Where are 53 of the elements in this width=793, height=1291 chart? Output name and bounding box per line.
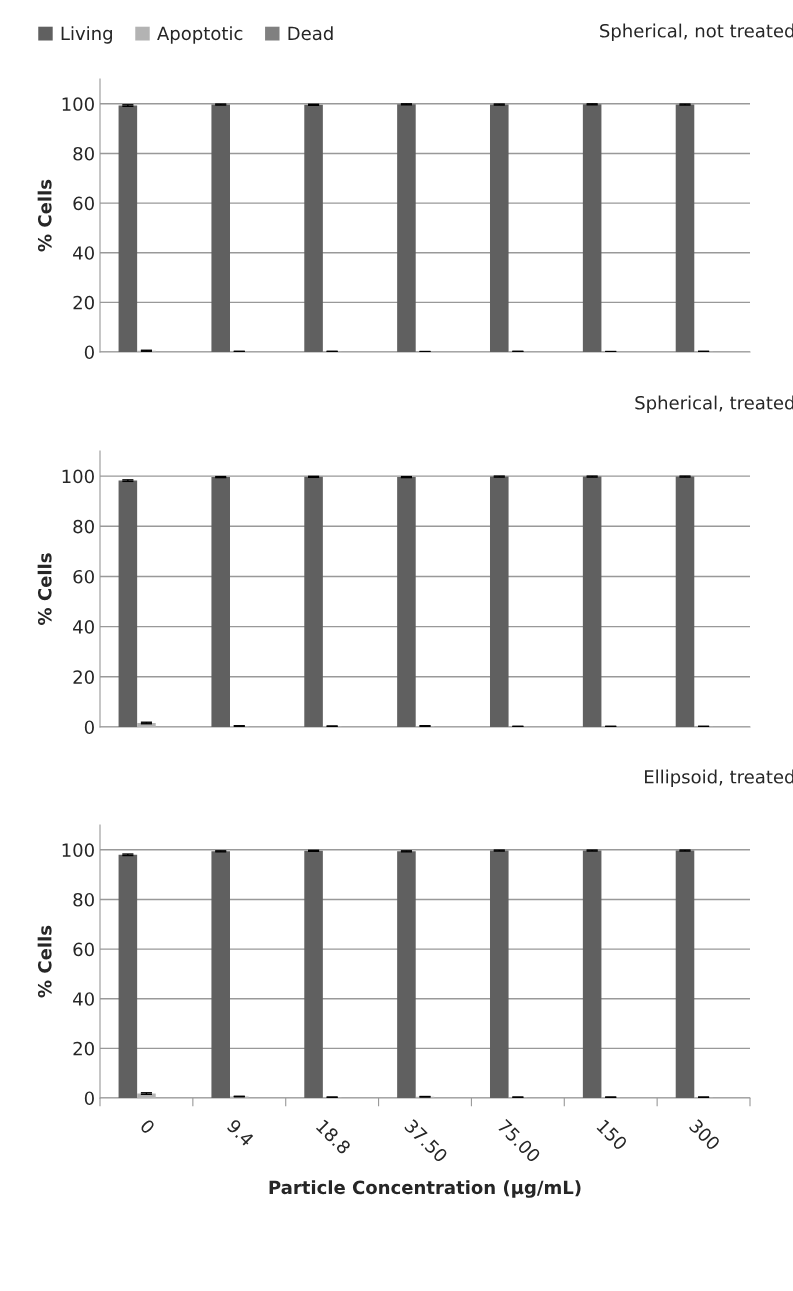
y-axis-title: % Cells	[37, 553, 52, 625]
bar	[118, 480, 138, 727]
legend-label: Apoptotic	[157, 26, 243, 44]
bar	[118, 105, 138, 352]
bar	[397, 477, 416, 727]
bar	[582, 850, 602, 1098]
bar	[675, 850, 695, 1098]
x-axis-title: Particle Concentration (µg/mL)	[269, 1180, 581, 1198]
y-tick-label: 60	[73, 942, 94, 957]
bar	[582, 476, 602, 727]
y-tick-label: 80	[73, 519, 94, 534]
bar	[304, 104, 323, 352]
bar	[675, 476, 695, 727]
y-tick-label: 100	[62, 469, 94, 484]
bar	[490, 850, 509, 1098]
legend-label: Dead	[288, 26, 333, 41]
x-tick-label: 150	[596, 1119, 628, 1151]
y-tick-label: 40	[73, 620, 94, 634]
y-tick-label: 60	[73, 569, 94, 584]
bar	[211, 477, 230, 727]
y-axis-title: % Cells	[37, 179, 52, 252]
bar	[304, 850, 323, 1098]
x-tick-label: 9.4	[226, 1118, 255, 1147]
y-tick-label: 20	[73, 670, 94, 684]
y-tick-label: 20	[73, 295, 94, 310]
y-tick-label: 80	[73, 146, 94, 161]
y-tick-label: 100	[62, 97, 94, 111]
y-tick-label: 80	[73, 892, 94, 907]
bar	[211, 104, 230, 352]
y-tick-label: 40	[73, 246, 94, 260]
bar	[304, 476, 323, 727]
x-tick-label: 300	[688, 1118, 721, 1151]
x-tick-label: 0	[139, 1118, 156, 1135]
bar	[211, 851, 230, 1098]
y-tick-label: 0	[84, 345, 94, 360]
y-tick-label: 0	[84, 1091, 94, 1106]
y-tick-label: 0	[84, 720, 94, 735]
bar	[397, 851, 416, 1098]
chart-title: Spherical, treated	[635, 395, 793, 414]
bar	[118, 854, 138, 1098]
y-tick-label: 20	[73, 1041, 94, 1056]
bar	[582, 104, 602, 352]
chart-title: Ellipsoid, treated	[645, 769, 793, 788]
y-tick-label: 60	[73, 196, 94, 211]
y-tick-label: 100	[62, 843, 94, 857]
y-axis-title: % Cells	[37, 925, 52, 998]
bar	[490, 104, 509, 352]
y-tick-label: 40	[73, 992, 94, 1006]
legend-label: Living	[61, 26, 112, 44]
chart-title: Spherical, not treated	[600, 23, 793, 42]
bar	[397, 104, 416, 352]
bar	[490, 476, 509, 727]
bar	[675, 104, 695, 352]
